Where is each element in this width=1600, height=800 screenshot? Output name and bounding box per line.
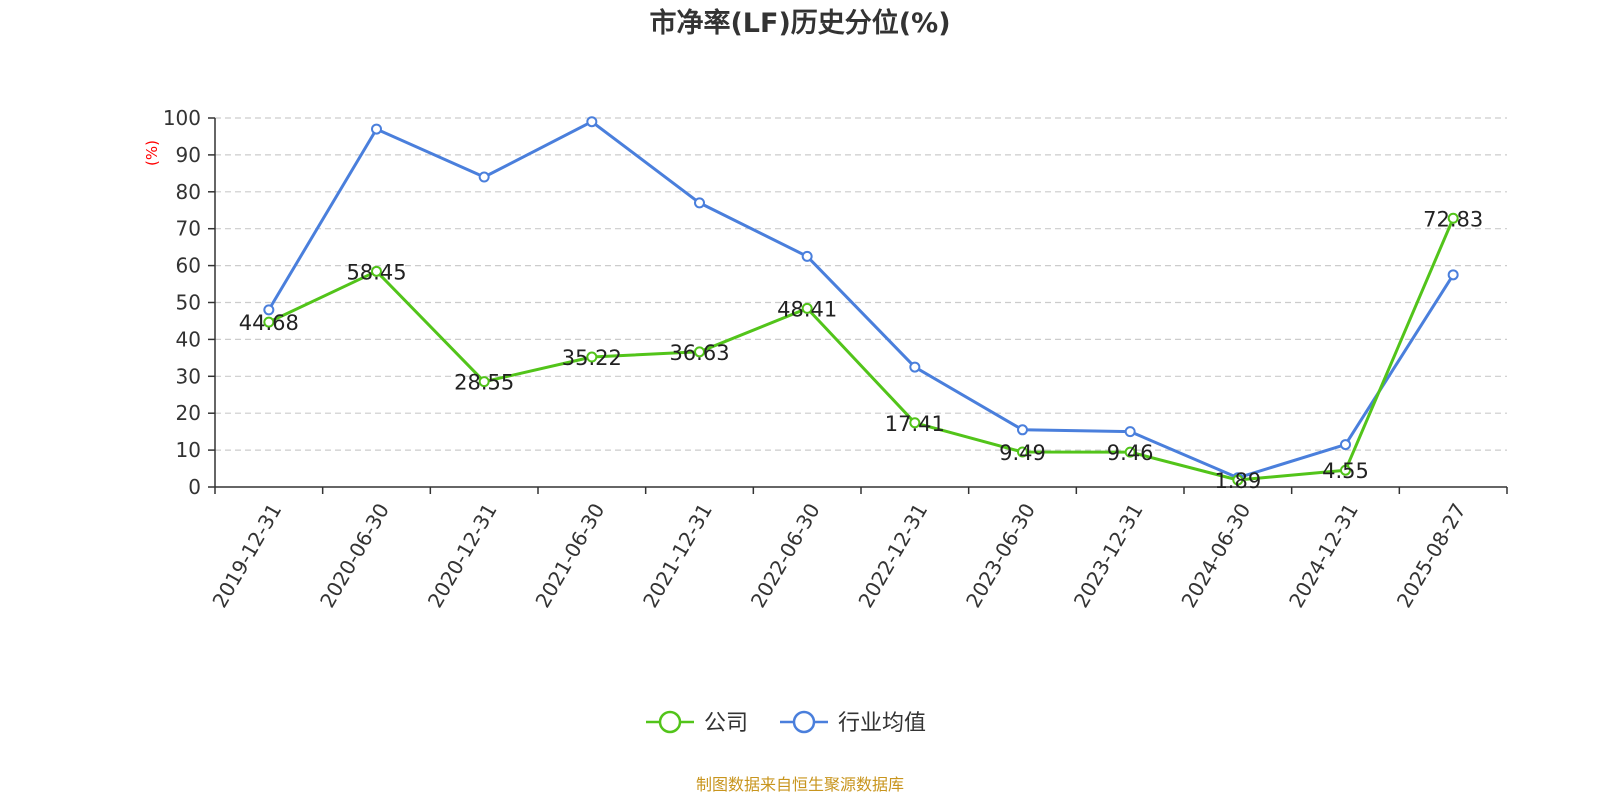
source-note: 制图数据来自恒生聚源数据库	[696, 775, 904, 794]
data-label: 17.41	[885, 412, 945, 436]
y-axis-label: (%)	[143, 140, 161, 166]
data-point	[909, 361, 921, 373]
x-tick-label: 2023-06-30	[961, 499, 1040, 612]
legend-item: 公司	[646, 710, 748, 736]
grid	[215, 117, 1507, 451]
x-tick-label: 2024-06-30	[1176, 499, 1255, 612]
data-point	[909, 417, 921, 429]
series-line	[268, 217, 1455, 482]
data-label: 58.45	[346, 260, 406, 284]
data-label: 36.63	[669, 341, 729, 365]
data-point	[371, 265, 382, 277]
data-point	[694, 346, 705, 358]
data-point	[1340, 439, 1351, 451]
legend-label: 行业均值	[838, 711, 926, 736]
data-point	[694, 197, 705, 209]
data-point	[586, 116, 598, 128]
data-point	[1447, 212, 1459, 224]
data-point	[1340, 464, 1351, 476]
x-tick-label: 2021-06-30	[530, 499, 609, 612]
data-labels: 44.68 58.45 28.55 35.22 36.63 48.41 17.41 9.49 9…	[239, 207, 1483, 493]
legend-marker	[792, 710, 816, 734]
data-point	[1017, 424, 1028, 436]
x-tick-label: 2025-08-27	[1392, 499, 1471, 612]
y-tick-label: 80	[176, 180, 201, 204]
data-label: 1.89	[1214, 469, 1261, 493]
data-label: 72.83	[1423, 207, 1483, 231]
x-tick-label: 2021-12-31	[638, 499, 717, 612]
data-point	[263, 304, 275, 316]
y-tick-label: 60	[176, 254, 201, 278]
data-label: 4.55	[1322, 459, 1369, 483]
y-tick-label: 50	[176, 291, 201, 315]
data-point	[801, 250, 813, 262]
y-tick-label: 40	[176, 327, 201, 351]
y-tick-label: 30	[176, 364, 201, 388]
series-line	[267, 120, 1455, 480]
x-tick-label: 2024-12-31	[1284, 499, 1363, 612]
axes: 0 10 20 30 40 50 60 70 80 90 100 2019-12-31 2020-06-…	[163, 106, 1508, 612]
data-label: 48.41	[777, 297, 837, 321]
data-point	[371, 123, 382, 135]
x-tick-label: 2023-12-31	[1069, 499, 1148, 612]
data-point	[1232, 474, 1244, 486]
legend-item: 行业均值	[780, 710, 926, 736]
x-tick-label: 2022-06-30	[746, 499, 825, 612]
data-point	[1124, 426, 1136, 438]
x-tick-label: 2019-12-31	[207, 499, 286, 612]
chart-title: 市净率(LF)历史分位(%)	[649, 7, 950, 39]
data-point	[1124, 446, 1136, 458]
data-label: 9.49	[999, 441, 1046, 465]
x-tick-label: 2022-12-31	[853, 499, 932, 612]
data-point	[1017, 446, 1028, 458]
data-label: 35.22	[562, 346, 622, 370]
data-point	[478, 376, 490, 388]
data-point	[801, 302, 813, 314]
legend-label: 公司	[704, 711, 748, 736]
y-tick-label: 70	[176, 217, 201, 241]
x-tick-label: 2020-06-30	[315, 499, 394, 612]
y-tick-label: 10	[176, 438, 201, 462]
data-point	[1447, 269, 1459, 281]
legend-marker	[658, 710, 682, 734]
series	[263, 116, 1459, 486]
x-tick-label: 2020-12-31	[423, 499, 502, 612]
data-label: 28.55	[454, 371, 514, 395]
data-label: 9.46	[1107, 441, 1154, 465]
data-label: 44.68	[239, 311, 299, 335]
data-point	[478, 171, 490, 183]
y-tick-label: 0	[188, 475, 201, 499]
legend: 公司 行业均值	[646, 710, 926, 736]
y-tick-label: 100	[163, 106, 201, 130]
data-point	[586, 351, 598, 363]
y-tick-label: 20	[176, 401, 201, 425]
y-tick-label: 90	[176, 143, 201, 167]
data-point	[263, 316, 275, 328]
